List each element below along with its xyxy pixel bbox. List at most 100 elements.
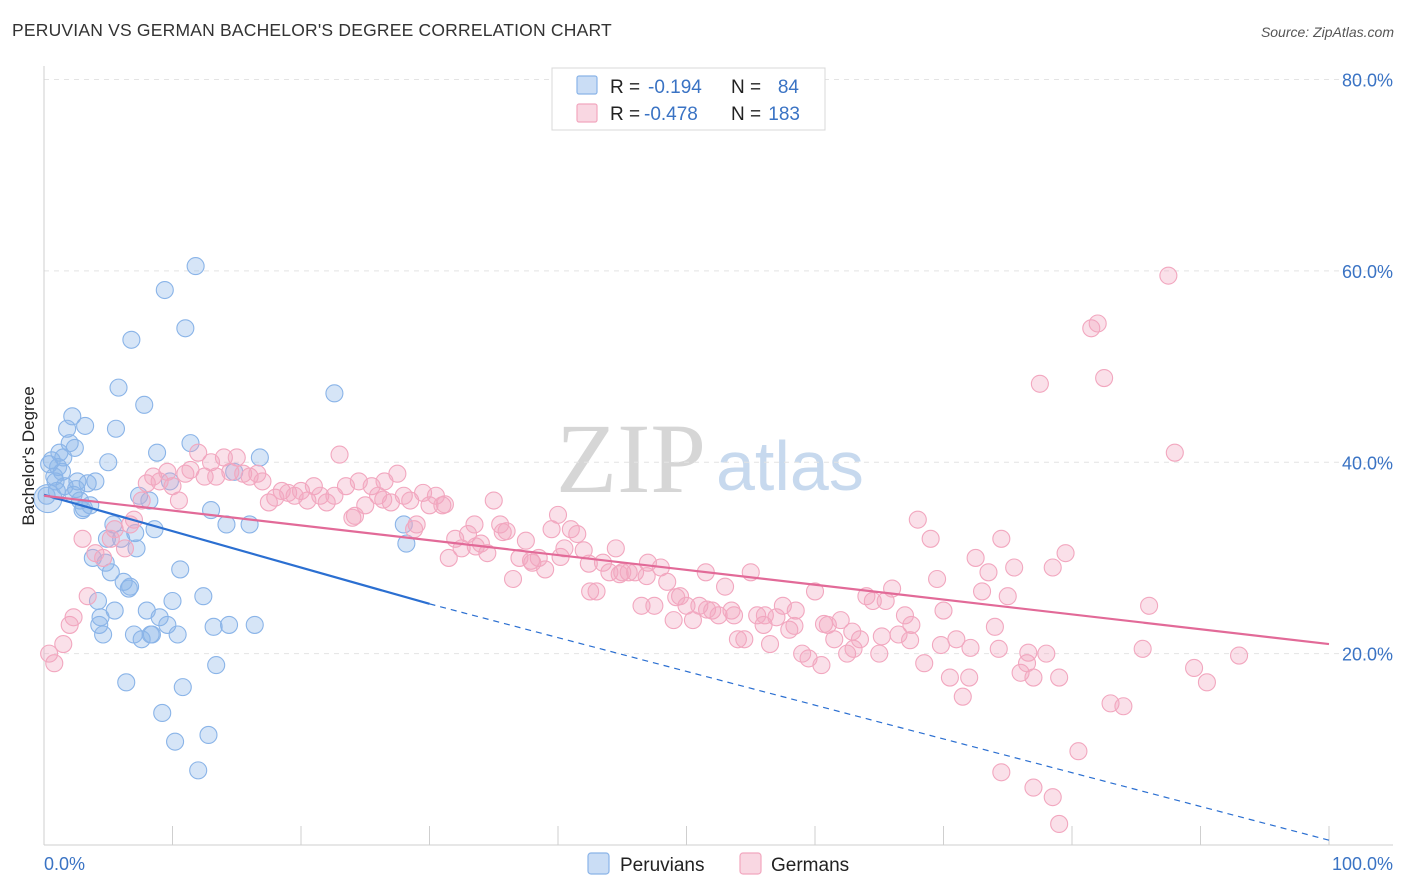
y-tick-label-1: 40.0% <box>1342 453 1393 473</box>
germans-point-173 <box>1024 778 1043 797</box>
peruvians-point-76 <box>46 472 65 491</box>
germans-point-120 <box>812 656 831 675</box>
germans-point-136 <box>915 654 934 673</box>
germans-point-178 <box>405 520 424 539</box>
peruvians-point-80 <box>141 625 160 644</box>
germans-point-179 <box>435 495 454 514</box>
peruvians-point-22 <box>94 625 113 644</box>
germans-point-199 <box>1019 643 1038 662</box>
peruvians-point-77 <box>105 601 124 620</box>
germans-point-108 <box>735 630 754 649</box>
germans-point-162 <box>1095 368 1114 388</box>
peruvians-point-79 <box>126 524 145 543</box>
germans-point-62 <box>439 548 458 567</box>
germans-point-167 <box>1159 266 1178 285</box>
germans-point-159 <box>1069 742 1088 761</box>
germans-points <box>40 266 1249 833</box>
germans-point-82 <box>568 524 587 544</box>
legend-bottom: Peruvians Germans <box>587 852 849 876</box>
germans-point-67 <box>471 534 490 553</box>
peruvians-point-51 <box>168 625 187 644</box>
germans-point-57 <box>407 515 426 534</box>
peruvians-point-16 <box>78 474 97 493</box>
germans-point-68 <box>478 544 497 563</box>
peruvians-point-15 <box>76 416 95 435</box>
peruvians-point-56 <box>186 257 205 276</box>
watermark-zip: ZIP <box>556 403 706 514</box>
germans-point-33 <box>253 472 272 491</box>
germans-point-193 <box>843 622 862 641</box>
germans-point-11 <box>115 539 135 558</box>
trend-lines <box>43 493 1330 841</box>
peruvians-point-10 <box>63 407 82 426</box>
germans-point-86 <box>593 553 613 572</box>
peruvians-point-67 <box>245 615 264 634</box>
germans-point-148 <box>992 529 1011 548</box>
x-tick-label-max: 100.0% <box>1332 854 1393 874</box>
germans-point-190 <box>755 606 774 625</box>
peruvians-point-83 <box>97 529 117 548</box>
germans-point-156 <box>1043 558 1062 577</box>
germans-point-113 <box>767 608 786 627</box>
germans-point-14 <box>132 491 151 510</box>
legend-bottom-label-peruvians: Peruvians <box>620 855 705 876</box>
peruvians-point-69 <box>325 384 344 403</box>
germans-point-23 <box>189 443 208 462</box>
germans-point-5 <box>73 529 92 548</box>
germans-point-143 <box>960 668 979 687</box>
peruvians-point-40 <box>140 491 159 510</box>
peruvians-point-31 <box>117 673 136 692</box>
germans-point-2 <box>54 635 73 654</box>
germans-point-182 <box>521 551 541 570</box>
y-axis-label: Bachelor's Degree <box>19 386 38 525</box>
germans-point-185 <box>610 565 629 584</box>
germans-point-169 <box>1185 658 1204 678</box>
germans-point-116 <box>786 601 805 620</box>
germans-point-0 <box>40 644 59 663</box>
germans-point-137 <box>921 529 940 548</box>
peruvians-point-49 <box>163 591 182 611</box>
germans-point-88 <box>606 539 625 558</box>
peruvians-point-64 <box>219 615 239 634</box>
germans-point-146 <box>979 563 998 582</box>
y-tick-label-2: 60.0% <box>1342 262 1393 282</box>
germans-point-69 <box>484 491 503 510</box>
germans-point-94 <box>645 596 664 615</box>
germans-point-10 <box>105 520 124 539</box>
peruvians-point-38 <box>135 395 154 414</box>
germans-point-161 <box>1088 314 1107 333</box>
germans-point-138 <box>928 569 947 589</box>
germans-point-26 <box>207 467 226 486</box>
germans-point-77 <box>536 560 555 579</box>
peruvians-point-54 <box>176 319 195 338</box>
peruvians-point-81 <box>49 457 68 477</box>
germans-point-42 <box>311 486 330 505</box>
peruvians-point-72 <box>121 577 140 596</box>
germans-point-129 <box>870 644 889 663</box>
legend-n-value-peruvians: 84 <box>778 77 800 98</box>
germans-point-89 <box>613 563 632 582</box>
germans-point-158 <box>1056 544 1075 563</box>
germans-point-176 <box>345 506 365 525</box>
peruvians-trend-line <box>43 493 430 605</box>
germans-point-8 <box>94 548 113 567</box>
peruvians-point-44 <box>150 608 169 627</box>
germans-point-54 <box>388 464 407 483</box>
germans-point-168 <box>1165 443 1184 462</box>
germans-point-197 <box>961 638 980 657</box>
germans-point-157 <box>1050 668 1069 687</box>
germans-point-96 <box>658 572 677 591</box>
germans-point-20 <box>169 491 188 510</box>
axes <box>43 66 1393 846</box>
germans-point-181 <box>493 523 512 542</box>
peruvians-point-50 <box>166 732 185 751</box>
germans-point-195 <box>901 631 920 650</box>
germans-point-41 <box>304 477 323 496</box>
peruvians-point-46 <box>155 280 174 300</box>
germans-point-9 <box>101 529 120 548</box>
legend-swatch-peruvians <box>576 75 598 95</box>
germans-point-45 <box>330 445 349 464</box>
chart-title: PERUVIAN VS GERMAN BACHELOR'S DEGREE COR… <box>12 20 612 40</box>
germans-point-119 <box>805 582 825 601</box>
